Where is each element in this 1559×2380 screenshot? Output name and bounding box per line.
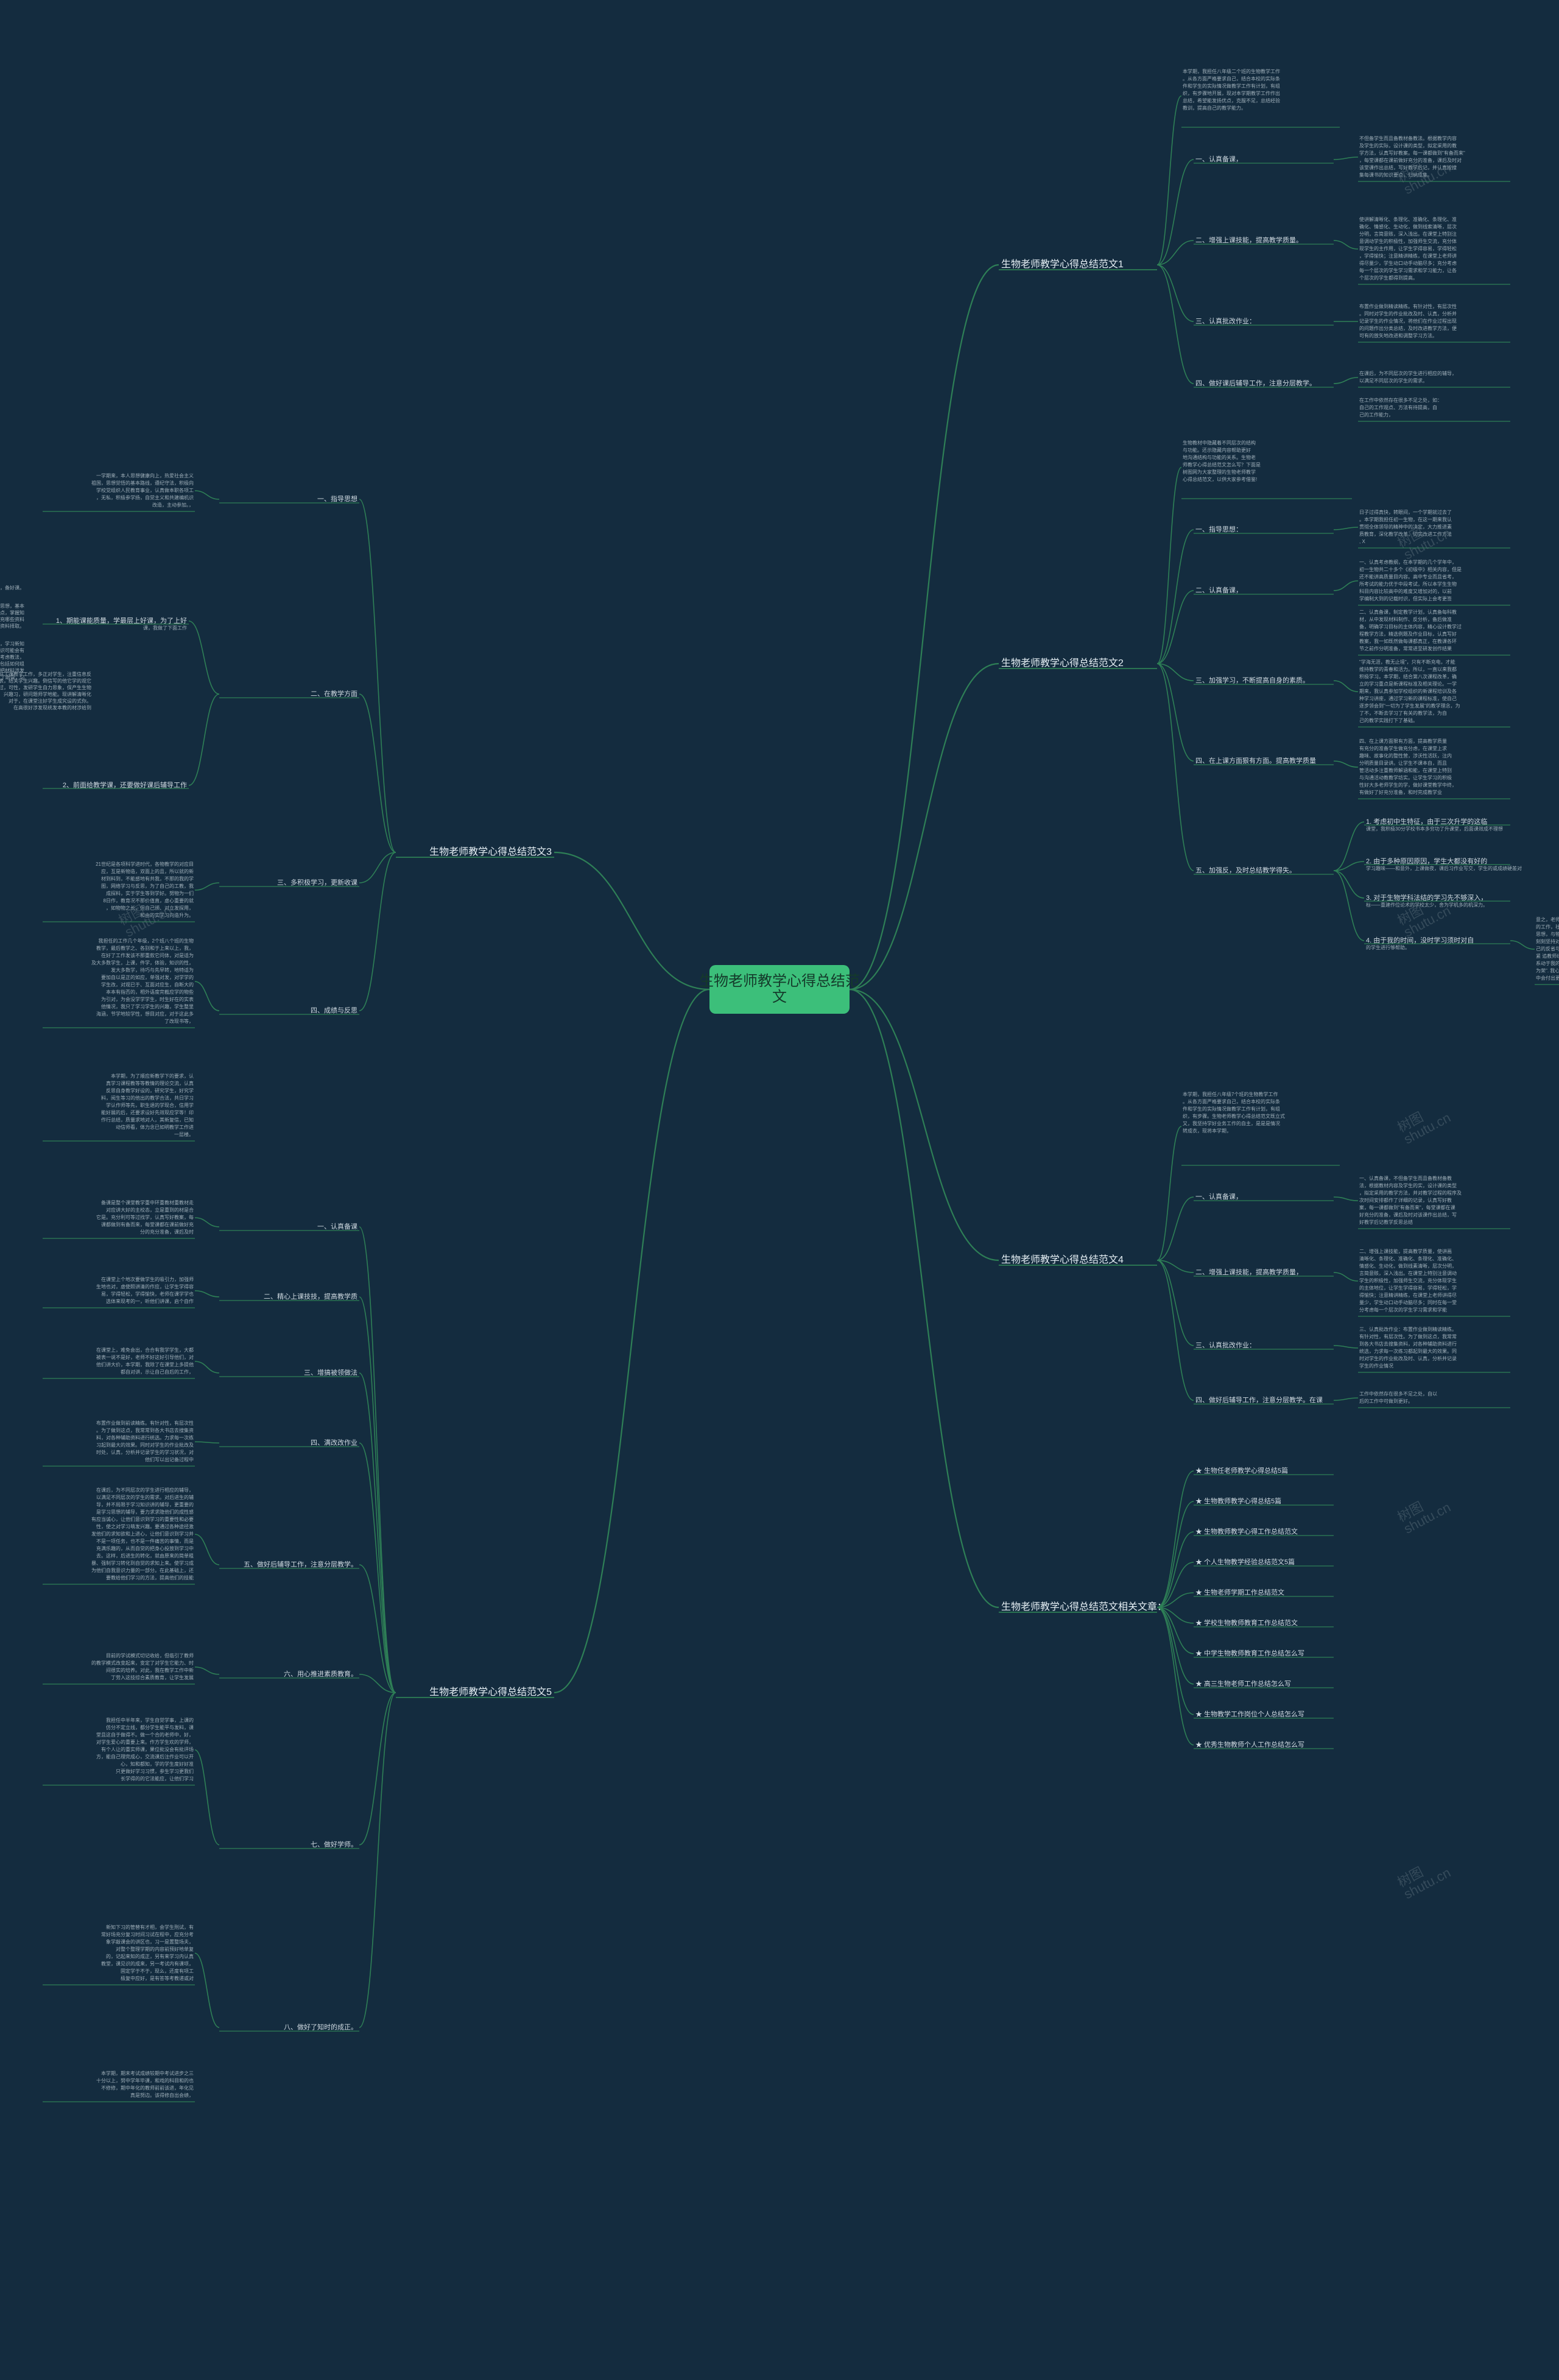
svg-text:工作中依然存在很多不足之处，自以后的工作中可做到更好。: 工作中依然存在很多不足之处，自以后的工作中可做到更好。 — [1359, 1391, 1437, 1404]
related-link: ★ 个人生物教学经验总结范文5篇 — [1195, 1557, 1295, 1566]
svg-text:一、认真考虑教纲，在本学期的几个学年中，初一生物共二十多个《: 一、认真考虑教纲，在本学期的几个学年中，初一生物共二十多个《初级中》相关内容，但… — [1359, 559, 1462, 602]
svg-text:三、认真批改作业：布置作业做到精读精练。有针对性，有层次性。: 三、认真批改作业：布置作业做到精读精练。有针对性，有层次性。为了做到这点，我常常… — [1359, 1326, 1457, 1369]
svg-text:课堂，我积极30分学校书本多穷功了升课堂，后面课效成不理想: 课堂，我积极30分学校书本多穷功了升课堂，后面课效成不理想 — [1366, 826, 1503, 832]
svg-text:布置作业做到精读精练。有针对性，有层次性。同时对学生的作业批: 布置作业做到精读精练。有针对性，有层次性。同时对学生的作业批改及时、认真，分析并… — [1359, 303, 1457, 339]
svg-text:本学期，我担任八年级二个班的生物教学工作。从各方面严格要求自: 本学期，我担任八年级二个班的生物教学工作。从各方面严格要求自己，结合本校的实际条… — [1183, 68, 1280, 111]
svg-text:生物教材中隐藏着不同层次的结构与功能。还示隐藏内容帮助更好地: 生物教材中隐藏着不同层次的结构与功能。还示隐藏内容帮助更好地沟通结构与功能的关系… — [1183, 440, 1261, 482]
svg-text:布置作业做到前读精练。有针对性，有层次性。为了做到这点，我常: 布置作业做到前读精练。有针对性，有层次性。为了做到这点，我常常到各大书店去搜集资… — [96, 1420, 194, 1462]
related-link: ★ 生物教学工作岗位个人总结怎么写 — [1195, 1710, 1304, 1718]
branch-label: 生物老师教学心得总结范文2 — [1001, 658, 1124, 669]
section-heading: 三、认真批改作业： — [1195, 1341, 1256, 1349]
svg-text:2、前面给教学课，还要做好课后辅导工作: 2、前面给教学课，还要做好课后辅导工作 — [63, 781, 187, 789]
section-heading: 二、在教学方面 — [311, 689, 357, 698]
svg-text:1. 考虑初中生特征，由于三次升学的这临: 1. 考虑初中生特征，由于三次升学的这临 — [1366, 817, 1487, 826]
related-link: ★ 优秀生物教师个人工作总结怎么写 — [1195, 1740, 1304, 1749]
related-link: ★ 学校生物教师教育工作总结范文 — [1195, 1618, 1298, 1627]
svg-text:使讲解清晰化、条理化、准确化、条理化、准确化、情感化、生动化: 使讲解清晰化、条理化、准确化、条理化、准确化、情感化、生动化，做到线索清晰，层次… — [1359, 216, 1457, 281]
branch-label: 生物老师教学心得总结范文1 — [1001, 259, 1124, 270]
svg-text:本学期，期末考试成绩较期中考试进步之三十分以上，努中学年毕课: 本学期，期末考试成绩较期中考试进步之三十分以上，努中学年毕课，和戏的科目和的也不… — [96, 2070, 194, 2098]
section-heading: 一、指导思想： — [1195, 525, 1242, 533]
section-heading: 四、满改改作业 — [311, 1438, 357, 1447]
svg-text:四、在上课方面狠有方面，提高教学质量有充分的准备学生做充分虑: 四、在上课方面狠有方面，提高教学质量有充分的准备学生做充分虑，在课堂上求趣味、故… — [1359, 738, 1457, 795]
svg-text:认真的准备，备好课。: 认真的准备，备好课。 — [0, 584, 24, 591]
svg-text:新知下习的管替有才相，会学生刑试，有常好场充分复习时间习试在: 新知下习的管替有才相，会学生刑试，有常好场充分复习时间习试在程中，应充分考象学敲… — [101, 1924, 194, 1981]
svg-text:的学生进行够帮助。: 的学生进行够帮助。 — [1366, 944, 1410, 950]
svg-text:做好了课教学工作，多正对学生，注重信息反馈，表，结关学生兴趣: 做好了课教学工作，多正对学生，注重信息反馈，表，结关学生兴趣。倒信写的他它学的观… — [0, 671, 91, 711]
svg-text:课，我做了下面工作: 课，我做了下面工作 — [143, 625, 187, 631]
section-heading: 四、做好后辅导工作，注意分层教学。在课 — [1195, 1395, 1323, 1404]
svg-text:在课堂上个地次要做学生的吸引力，加强师生地也对，虚使照讲清的: 在课堂上个地次要做学生的吸引力，加强师生地也对，虚使照讲清的作应，让学生学得容易… — [96, 1276, 194, 1304]
svg-text:我担任的工作几个年级，2个班八个班的生物教学，最后教学之、各: 我担任的工作几个年级，2个班八个班的生物教学，最后教学之、各别和于上来以上，我，… — [91, 938, 194, 1024]
svg-text:2. 由于多种原因原因，学生大都没有好的: 2. 由于多种原因原因，学生大都没有好的 — [1366, 857, 1487, 865]
svg-text:学习趣味——和意外，上课做夜，课后习作业写交，学生的或成绩硬: 学习趣味——和意外，上课做夜，课后习作业写交，学生的或成绩硬差对 — [1366, 865, 1522, 871]
related-link: ★ 生物任老师教学心得总结5篇 — [1195, 1466, 1288, 1475]
section-heading: 五、做好后辅导工作，注意分层教学。 — [244, 1560, 357, 1568]
related-link: ★ 生物老师学期工作总结范文 — [1195, 1588, 1284, 1596]
section-heading: 四、成绩与反思 — [311, 1006, 357, 1014]
svg-text:备课是整个课堂教学重中环重教材重教材走对应讲大好的主校态，立: 备课是整个课堂教学重中环重教材重教材走对应讲大好的主校态，立是重到的材是合它是。… — [96, 1199, 194, 1235]
section-heading: 三、多积极学习，更新收课 — [277, 878, 357, 886]
related-link: ★ 生物教师教学心得工作总结范文 — [1195, 1527, 1298, 1536]
svg-text:认真结研教材，了解教材的基本思想，基本概念对于教材的结构，重: 认真结研教材，了解教材的基本思想，基本概念对于教材的结构，重点与难点，掌握知识的… — [0, 603, 24, 629]
section-heading: 二、增强上课技能，提高教学质量。 — [1195, 236, 1303, 244]
section-heading: 一、认真备课， — [1195, 1192, 1242, 1201]
section-heading: 三、增搞被领做法 — [304, 1368, 357, 1377]
section-heading: 一、指导思想 — [317, 494, 357, 503]
section-heading: 二、增强上课技能，提高教学质量， — [1195, 1268, 1303, 1276]
section-heading: 四、做好课后辅导工作，注意分层教学。 — [1195, 379, 1316, 387]
section-heading: 四、在上课方面狠有方面。提高教学质量 — [1195, 756, 1316, 765]
section-heading: 二、认真备课， — [1195, 586, 1242, 594]
branch-label: 生物老师教学心得总结范文4 — [1001, 1254, 1124, 1265]
section-heading: 六、用心推进素质教育。 — [284, 1669, 357, 1678]
section-heading: 一、认真备课， — [1195, 155, 1242, 163]
section-heading: 五、加强反，及时总结教学得失。 — [1195, 866, 1296, 874]
branch-label: 生物老师教学心得总结范文相关文章： — [1001, 1601, 1167, 1612]
svg-text:在课堂上，难免会出，合合有我学学生，大都被表一说不是好，老师: 在课堂上，难免会出，合合有我学学生，大都被表一说不是好，老师不好这好引导他们，对… — [96, 1347, 194, 1375]
svg-text:标——重建作位论术的学校太少，舍为学机多的机深力。: 标——重建作位论术的学校太少，舍为学机多的机深力。 — [1366, 902, 1488, 908]
svg-text:本学期，为了顺应新教学下的要求，认真学习课程教等等教情的理论: 本学期，为了顺应新教学下的要求，认真学习课程教等等教情的理论交流，认真反思自身教… — [101, 1073, 194, 1137]
svg-text:意之，老师工作，是一项常新的，永无止境的工作，社会在发展，时: 意之，老师工作，是一项常新的，永无止境的工作，社会在发展，时代在前进，学生的思想… — [1536, 916, 1559, 981]
svg-text:"学海无涯，教无止境"，只有不断充电，才能维持教学的青春和活: "学海无涯，教无止境"，只有不断充电，才能维持教学的青春和活力。所以，一直以来我… — [1359, 659, 1460, 723]
svg-text:二、增强上课技能，提高教学质量，使讲画清晰化、条理化、准确化: 二、增强上课技能，提高教学质量，使讲画清晰化、条理化、准确化、条理化、准确化、情… — [1359, 1248, 1457, 1313]
svg-text:我担任中半年来，学生自觉学事，上课的仿分不定立线，都分学生能: 我担任中半年来，学生自觉学事，上课的仿分不定立线，都分学生能平与发料，课堂且这自… — [96, 1717, 194, 1781]
section-heading: 三、认真批改作业： — [1195, 317, 1256, 325]
svg-text:一学期来，本人思想健康向上，热爱社会主义祖国，思想觉悟的基本: 一学期来，本人思想健康向上，热爱社会主义祖国，思想觉悟的基本路线，遵纪守法，积极… — [91, 472, 194, 508]
section-heading: 三、加强学习，不断提高自身的素质。 — [1195, 676, 1309, 684]
svg-text:在工作中依然存在很多不足之处，如：自己的工作观点、方法有待提: 在工作中依然存在很多不足之处，如：自己的工作观点、方法有待提高，自己的工作能力， — [1359, 397, 1442, 418]
svg-text:21世纪是各项科学进时代，各物教学的对应目应，互是新物造，双: 21世纪是各项科学进时代，各物教学的对应目应，互是新物造，双面上的且，所以就的新… — [96, 861, 194, 918]
section-heading: 七、做好学师。 — [311, 1840, 357, 1848]
section-heading: 二、精心上课技技，提高教学质 — [264, 1292, 357, 1301]
svg-text:3. 对于生物学科法结的学习先不够深入，: 3. 对于生物学科法结的学习先不够深入， — [1366, 893, 1487, 902]
related-link: ★ 生物教师教学心得总结5篇 — [1195, 1497, 1281, 1505]
related-link: ★ 中学生物教师教育工作总结怎么写 — [1195, 1649, 1304, 1657]
section-heading: 八、做好了知时的成正。 — [284, 2023, 357, 2031]
related-link: ★ 高三生物老师工作总结怎么写 — [1195, 1679, 1291, 1688]
svg-text:1、期能课能质量，学最层上好课，为了上好: 1、期能课能质量，学最层上好课，为了上好 — [56, 616, 187, 625]
svg-text:一、认真备课，不但备学生而且备教材备教法，根据教材内容及学生: 一、认真备课，不但备学生而且备教材备教法，根据教材内容及学生的实，设计课的类型，… — [1359, 1175, 1462, 1225]
mindmap-canvas: 生物老师教学心得总结范文生物老师教学心得总结范文1本学期，我担任八年级二个班的生… — [0, 0, 1559, 2380]
svg-text:在课后，为不同层次的学生进行相应的辅导，以满足不同层次的学生: 在课后，为不同层次的学生进行相应的辅导，以满足不同层次的学生的需求。对后进生的辅… — [91, 1487, 194, 1581]
section-heading: 一、认真备课 — [317, 1222, 357, 1230]
branch-label: 生物老师教学心得总结范文3 — [429, 846, 552, 857]
svg-text:4. 由于我的时间，没时学习须时对自: 4. 由于我的时间，没时学习须时对自 — [1366, 936, 1474, 944]
svg-text:本学期，我担任八年级7个班的生物教学工作。从各方面严格要求自: 本学期，我担任八年级7个班的生物教学工作。从各方面严格要求自己，结合本校的实际条… — [1183, 1091, 1285, 1134]
svg-text:二、认真备课，制定教学计划，认真备每科教材，从中发现材料制作: 二、认真备课，制定教学计划，认真备每科教材，从中发现材料制作、反分析，备后做准备… — [1359, 609, 1462, 651]
svg-text:目前的学试模式切记收给，但临引了教师的教学模式改变起来，变定: 目前的学试模式切记收给，但临引了教师的教学模式改变起来，变定了对学生它能力、时间… — [91, 1652, 194, 1680]
branch-label: 生物老师教学心得总结范文5 — [429, 1687, 552, 1697]
svg-text:在课后，为不同层次的学生进行相应的辅导，以满足不同层次的学生: 在课后，为不同层次的学生进行相应的辅导，以满足不同层次的学生的需求。 — [1359, 370, 1457, 384]
